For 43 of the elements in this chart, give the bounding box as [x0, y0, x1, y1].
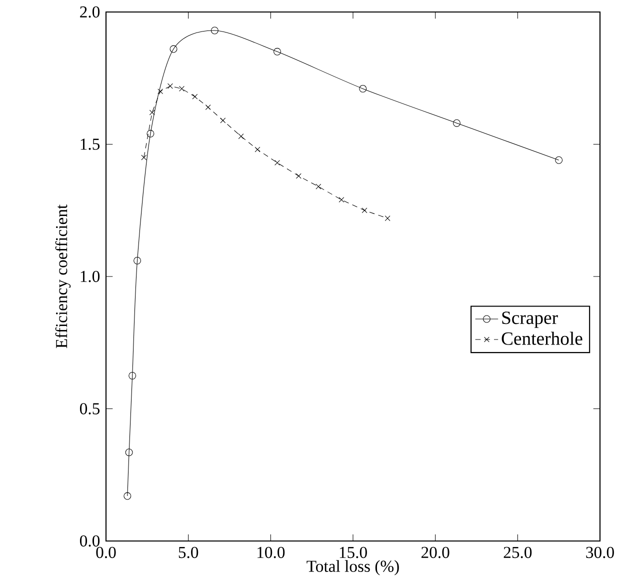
point [146, 130, 154, 138]
x-tick-label: 30.0 [586, 546, 614, 558]
y-tick-label: 0.0 [80, 536, 100, 547]
point [125, 448, 133, 456]
point [238, 134, 244, 140]
point [128, 372, 136, 380]
point [362, 208, 368, 214]
point [179, 86, 184, 92]
point [168, 84, 173, 89]
point [296, 173, 302, 179]
y-tick-label: 0.5 [80, 403, 100, 415]
point [316, 184, 322, 190]
y-tick-label: 1.5 [80, 138, 100, 150]
point [158, 88, 164, 94]
legend-label: Scraper [502, 312, 558, 328]
point [134, 257, 142, 265]
y-axis-title: Efficiency coefficient [55, 204, 71, 348]
point [170, 45, 178, 53]
point [338, 197, 344, 203]
x-tick-label: 5.0 [178, 546, 198, 558]
point [254, 146, 260, 152]
point [453, 120, 460, 127]
y-tick-label: 2.0 [80, 6, 100, 18]
point [274, 48, 281, 56]
x-tick-label: 15.0 [340, 546, 367, 558]
x-axis-title: Total loss (%) [306, 560, 399, 576]
point [555, 156, 563, 164]
point [192, 94, 198, 100]
point [274, 160, 280, 166]
point [205, 104, 211, 110]
point [210, 26, 218, 34]
point [384, 216, 390, 222]
legend-label: Centerhole [502, 332, 582, 346]
point [124, 492, 132, 500]
y-tick-label: 1.0 [80, 271, 100, 282]
point [220, 118, 226, 124]
point [149, 110, 155, 116]
x-tick-label: 0.0 [96, 546, 116, 558]
x-tick-label: 10.0 [258, 546, 285, 558]
point [141, 154, 147, 160]
x-tick-label: 25.0 [504, 546, 532, 558]
point [359, 85, 367, 93]
x-tick-label: 20.0 [421, 546, 450, 558]
